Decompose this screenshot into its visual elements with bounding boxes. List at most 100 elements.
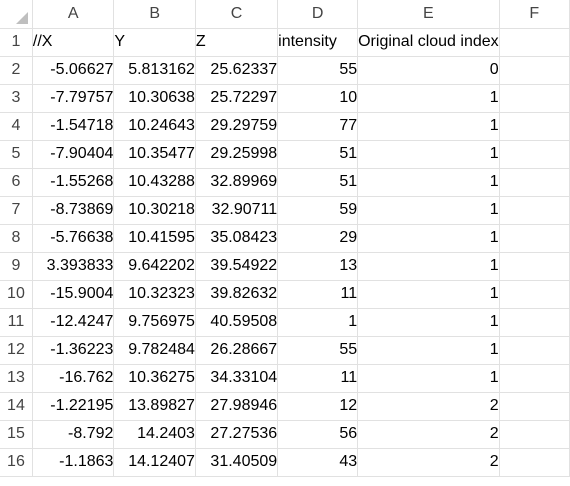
cell-z[interactable]: 34.33104 <box>195 364 279 393</box>
cell-y[interactable]: 10.30218 <box>113 196 196 225</box>
row-header[interactable]: 9 <box>0 252 33 281</box>
cell[interactable] <box>499 336 570 365</box>
cell-cloud-index[interactable]: 0 <box>357 56 500 85</box>
cell-intensity[interactable]: 55 <box>277 56 359 85</box>
column-header-a[interactable]: A <box>32 0 115 29</box>
cell[interactable] <box>499 224 570 253</box>
row-header[interactable]: 15 <box>0 420 33 449</box>
row-header[interactable]: 3 <box>0 84 33 113</box>
cell[interactable] <box>499 140 570 169</box>
cell[interactable] <box>499 252 570 281</box>
cell[interactable] <box>499 308 570 337</box>
cell-z[interactable]: 27.27536 <box>195 420 279 449</box>
row-header[interactable]: 16 <box>0 448 33 477</box>
cell-header-cloud-index[interactable]: Original cloud index <box>357 28 500 57</box>
cell-z[interactable]: 31.40509 <box>195 448 279 477</box>
row-header[interactable]: 13 <box>0 364 33 393</box>
cell-y[interactable]: 9.756975 <box>113 308 196 337</box>
cell-intensity[interactable]: 11 <box>277 280 359 309</box>
cell-x[interactable]: -5.06627 <box>32 56 115 85</box>
cell-cloud-index[interactable]: 1 <box>357 364 500 393</box>
cell-cloud-index[interactable]: 2 <box>357 448 500 477</box>
cell[interactable] <box>499 112 570 141</box>
row-header[interactable]: 8 <box>0 224 33 253</box>
row-header[interactable]: 7 <box>0 196 33 225</box>
cell-x[interactable]: -5.76638 <box>32 224 115 253</box>
row-header[interactable]: 12 <box>0 336 33 365</box>
cell-cloud-index[interactable]: 1 <box>357 224 500 253</box>
cell-header-z[interactable]: Z <box>195 28 279 57</box>
cell-x[interactable]: -1.1863 <box>32 448 115 477</box>
cell-cloud-index[interactable]: 1 <box>357 168 500 197</box>
cell-x[interactable]: -1.36223 <box>32 336 115 365</box>
column-header-c[interactable]: C <box>195 0 279 29</box>
column-header-e[interactable]: E <box>357 0 500 29</box>
row-header[interactable]: 5 <box>0 140 33 169</box>
cell-x[interactable]: -15.9004 <box>32 280 115 309</box>
cell[interactable] <box>499 84 570 113</box>
cell-intensity[interactable]: 55 <box>277 336 359 365</box>
cell-x[interactable]: -1.55268 <box>32 168 115 197</box>
cell-y[interactable]: 14.12407 <box>113 448 196 477</box>
cell-y[interactable]: 9.782484 <box>113 336 196 365</box>
cell-cloud-index[interactable]: 1 <box>357 308 500 337</box>
cell-intensity[interactable]: 10 <box>277 84 359 113</box>
row-header[interactable]: 6 <box>0 168 33 197</box>
cell-y[interactable]: 5.813162 <box>113 56 196 85</box>
cell-z[interactable]: 39.54922 <box>195 252 279 281</box>
cell-intensity[interactable]: 51 <box>277 140 359 169</box>
cell-cloud-index[interactable]: 1 <box>357 252 500 281</box>
cell[interactable] <box>499 196 570 225</box>
cell-cloud-index[interactable]: 1 <box>357 280 500 309</box>
cell-x[interactable]: -16.762 <box>32 364 115 393</box>
cell-intensity[interactable]: 29 <box>277 224 359 253</box>
cell-z[interactable]: 29.29759 <box>195 112 279 141</box>
row-header[interactable]: 10 <box>0 280 33 309</box>
cell-y[interactable]: 10.36275 <box>113 364 196 393</box>
cell-cloud-index[interactable]: 1 <box>357 84 500 113</box>
cell-z[interactable]: 29.25998 <box>195 140 279 169</box>
row-header[interactable]: 11 <box>0 308 33 337</box>
cell-x[interactable]: -7.79757 <box>32 84 115 113</box>
cell-x[interactable]: -1.22195 <box>32 392 115 421</box>
cell-x[interactable]: -1.54718 <box>32 112 115 141</box>
cell-y[interactable]: 10.35477 <box>113 140 196 169</box>
cell[interactable] <box>499 28 570 57</box>
row-header[interactable]: 4 <box>0 112 33 141</box>
column-header-d[interactable]: D <box>277 0 359 29</box>
cell-y[interactable]: 14.2403 <box>113 420 196 449</box>
cell-x[interactable]: 3.393833 <box>32 252 115 281</box>
cell-y[interactable]: 9.642202 <box>113 252 196 281</box>
cell-z[interactable]: 27.98946 <box>195 392 279 421</box>
cell-cloud-index[interactable]: 2 <box>357 392 500 421</box>
cell-y[interactable]: 10.41595 <box>113 224 196 253</box>
cell-intensity[interactable]: 51 <box>277 168 359 197</box>
cell-intensity[interactable]: 11 <box>277 364 359 393</box>
cell-header-y[interactable]: Y <box>113 28 196 57</box>
cell-y[interactable]: 13.89827 <box>113 392 196 421</box>
cell-x[interactable]: -7.90404 <box>32 140 115 169</box>
row-header[interactable]: 14 <box>0 392 33 421</box>
cell-intensity[interactable]: 56 <box>277 420 359 449</box>
cell-z[interactable]: 26.28667 <box>195 336 279 365</box>
cell-y[interactable]: 10.24643 <box>113 112 196 141</box>
cell-cloud-index[interactable]: 1 <box>357 112 500 141</box>
cell-z[interactable]: 25.72297 <box>195 84 279 113</box>
cell-intensity[interactable]: 13 <box>277 252 359 281</box>
cell-cloud-index[interactable]: 1 <box>357 336 500 365</box>
cell-y[interactable]: 10.43288 <box>113 168 196 197</box>
cell-x[interactable]: -8.73869 <box>32 196 115 225</box>
column-header-f[interactable]: F <box>499 0 570 29</box>
cell-cloud-index[interactable]: 2 <box>357 420 500 449</box>
cell-intensity[interactable]: 12 <box>277 392 359 421</box>
cell-intensity[interactable]: 43 <box>277 448 359 477</box>
cell-header-intensity[interactable]: intensity <box>277 28 359 57</box>
cell-z[interactable]: 32.90711 <box>195 196 279 225</box>
row-header[interactable]: 1 <box>0 28 33 57</box>
cell-z[interactable]: 32.89969 <box>195 168 279 197</box>
cell-header-x[interactable]: //X <box>32 28 115 57</box>
cell-z[interactable]: 39.82632 <box>195 280 279 309</box>
cell-cloud-index[interactable]: 1 <box>357 140 500 169</box>
cell[interactable] <box>499 448 570 477</box>
select-all-corner[interactable] <box>0 0 33 29</box>
